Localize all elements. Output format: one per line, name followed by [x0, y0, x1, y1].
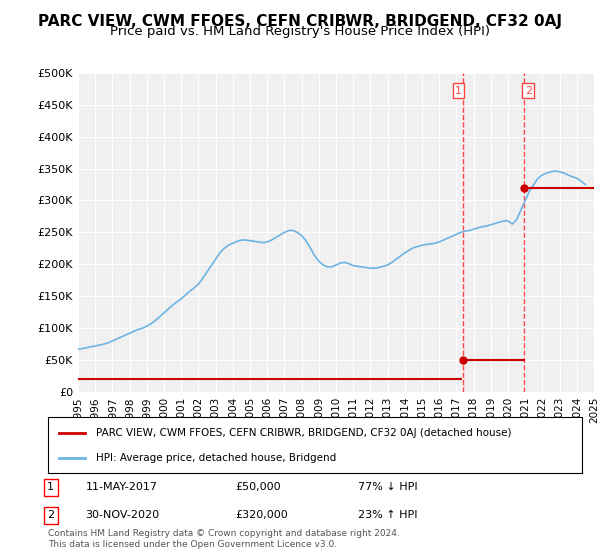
Text: 23% ↑ HPI: 23% ↑ HPI: [358, 510, 417, 520]
Text: £50,000: £50,000: [235, 482, 281, 492]
Text: £320,000: £320,000: [235, 510, 287, 520]
Text: Price paid vs. HM Land Registry's House Price Index (HPI): Price paid vs. HM Land Registry's House …: [110, 25, 490, 38]
Text: 77% ↓ HPI: 77% ↓ HPI: [358, 482, 418, 492]
Text: 1: 1: [455, 86, 462, 96]
Text: 2: 2: [47, 510, 54, 520]
Text: PARC VIEW, CWM FFOES, CEFN CRIBWR, BRIDGEND, CF32 0AJ: PARC VIEW, CWM FFOES, CEFN CRIBWR, BRIDG…: [38, 14, 562, 29]
Text: HPI: Average price, detached house, Bridgend: HPI: Average price, detached house, Brid…: [96, 452, 337, 463]
Text: 11-MAY-2017: 11-MAY-2017: [85, 482, 157, 492]
Text: PARC VIEW, CWM FFOES, CEFN CRIBWR, BRIDGEND, CF32 0AJ (detached house): PARC VIEW, CWM FFOES, CEFN CRIBWR, BRIDG…: [96, 428, 512, 438]
Text: 2: 2: [524, 86, 532, 96]
Text: Contains HM Land Registry data © Crown copyright and database right 2024.
This d: Contains HM Land Registry data © Crown c…: [48, 529, 400, 549]
Text: 1: 1: [47, 482, 54, 492]
Text: 30-NOV-2020: 30-NOV-2020: [85, 510, 160, 520]
